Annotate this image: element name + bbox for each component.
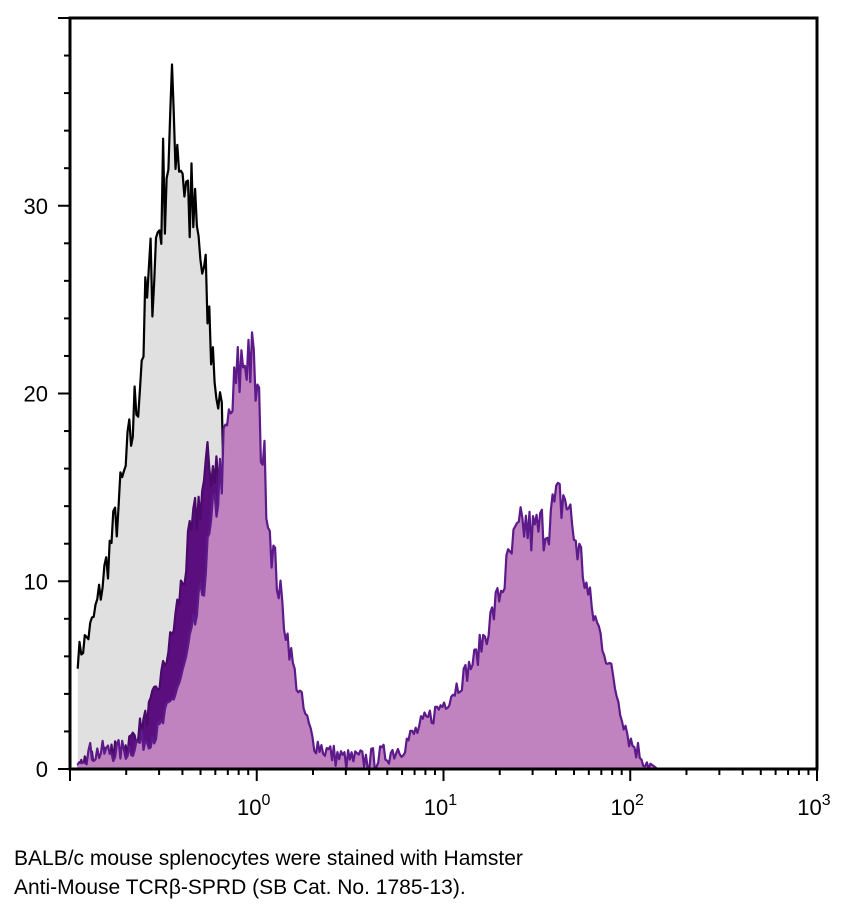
histogram-series [76,63,659,771]
tick-labels: 0 10 20 30 100 101 102 103 [24,194,831,820]
series-2-line [76,331,659,771]
x-tick-label: 102 [611,792,644,820]
y-tick-label: 10 [24,569,48,594]
figure-caption: BALB/c mouse splenocytes were stained wi… [14,844,834,902]
axis-ticks [58,17,818,781]
y-tick-label: 20 [24,382,48,407]
x-tick-label: 101 [424,792,457,820]
x-tick-label: 100 [237,792,270,820]
y-tick-label: 0 [36,757,48,782]
histogram-plot: 0 10 20 30 100 101 102 103 [24,16,831,820]
caption-line-1: BALB/c mouse splenocytes were stained wi… [14,847,523,870]
caption-line-2: Anti-Mouse TCRβ-SPRD (SB Cat. No. 1785-1… [14,876,466,899]
series-2-fill [77,332,658,769]
x-tick-label: 103 [797,792,830,820]
y-tick-label: 30 [24,194,48,219]
